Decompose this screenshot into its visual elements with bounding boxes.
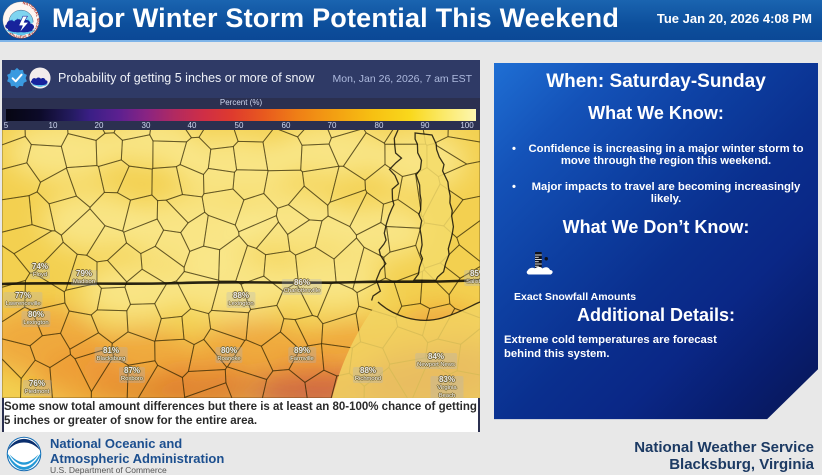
svg-text:NOAA: NOAA — [17, 445, 31, 450]
